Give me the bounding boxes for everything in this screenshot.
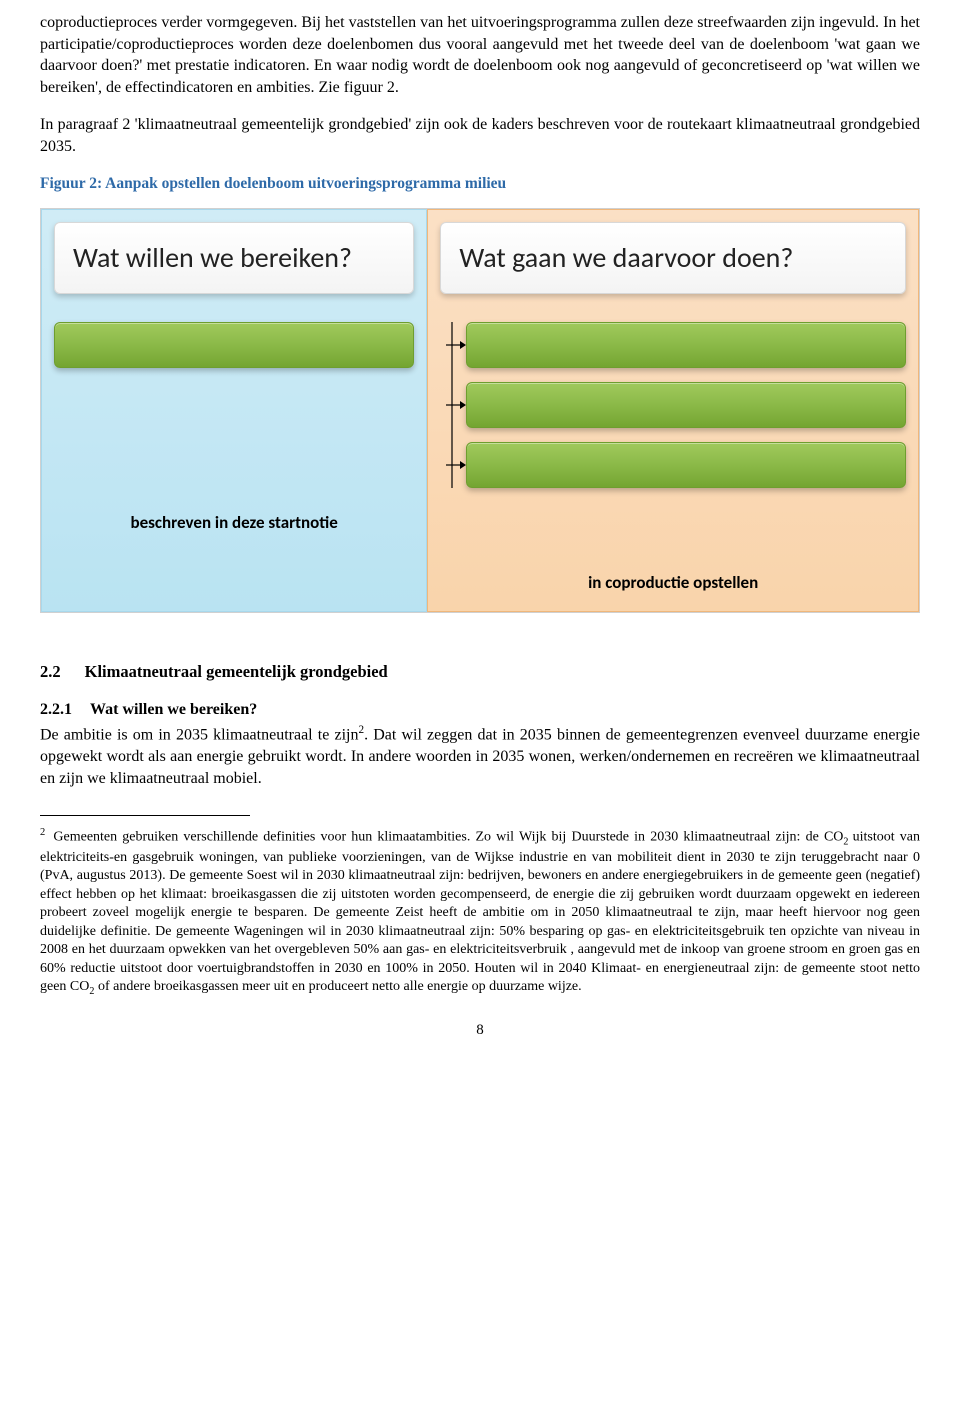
footnote-text-3: of andere broeikasgassen meer uit en pro… [94,979,581,994]
connector-3 [440,442,466,488]
connector-2 [440,382,466,428]
figure-2-diagram: Wat willen we bereiken? beschreven in de… [40,208,920,613]
footnote-text-1: Gemeenten gebruiken verschillende defini… [48,830,843,845]
right-panel-caption: in coproductie opstellen [440,572,906,595]
footnote-separator [40,815,250,816]
subsection-2-2-1-body: De ambitie is om in 2035 klimaatneutraal… [40,723,920,789]
right-panel-bar-1 [466,322,906,368]
diagram-right-panel: Wat gaan we daarvoor doen? [427,209,919,612]
footnote-2: 2 Gemeenten gebruiken verschillende defi… [40,826,920,998]
left-panel-title: Wat willen we bereiken? [54,222,414,294]
right-panel-title: Wat gaan we daarvoor doen? [440,222,906,294]
footnote-sub-1: 2 [843,837,852,848]
section-2-2-1-heading: 2.2.1 Wat willen we bereiken? [40,699,920,721]
right-panel-bar-2 [466,382,906,428]
section-title: Klimaatneutraal gemeentelijk grondgebied [85,661,388,683]
page-number: 8 [40,1020,920,1040]
subsection-title: Wat willen we bereiken? [90,699,257,721]
body-paragraph-2: In paragraaf 2 'klimaatneutraal gemeente… [40,114,920,157]
body-pre: De ambitie is om in 2035 klimaatneutraal… [40,726,358,743]
diagram-left-panel: Wat willen we bereiken? beschreven in de… [41,209,427,612]
connector-1 [440,322,466,368]
section-number: 2.2 [40,661,61,683]
left-panel-bar [54,322,414,368]
subsection-number: 2.2.1 [40,699,72,721]
footnote-text-2: uitstoot van elektriciteits-en gasgebrui… [40,830,920,994]
right-panel-bar-3 [466,442,906,488]
footnote-marker: 2 [40,827,45,838]
right-panel-body [440,322,906,502]
left-panel-caption: beschreven in deze startnotie [54,512,414,535]
section-2-2-heading: 2.2 Klimaatneutraal gemeentelijk grondge… [40,661,920,683]
body-paragraph-1: coproductieproces verder vormgegeven. Bi… [40,12,920,98]
figure-caption: Figuur 2: Aanpak opstellen doelenboom ui… [40,174,920,195]
